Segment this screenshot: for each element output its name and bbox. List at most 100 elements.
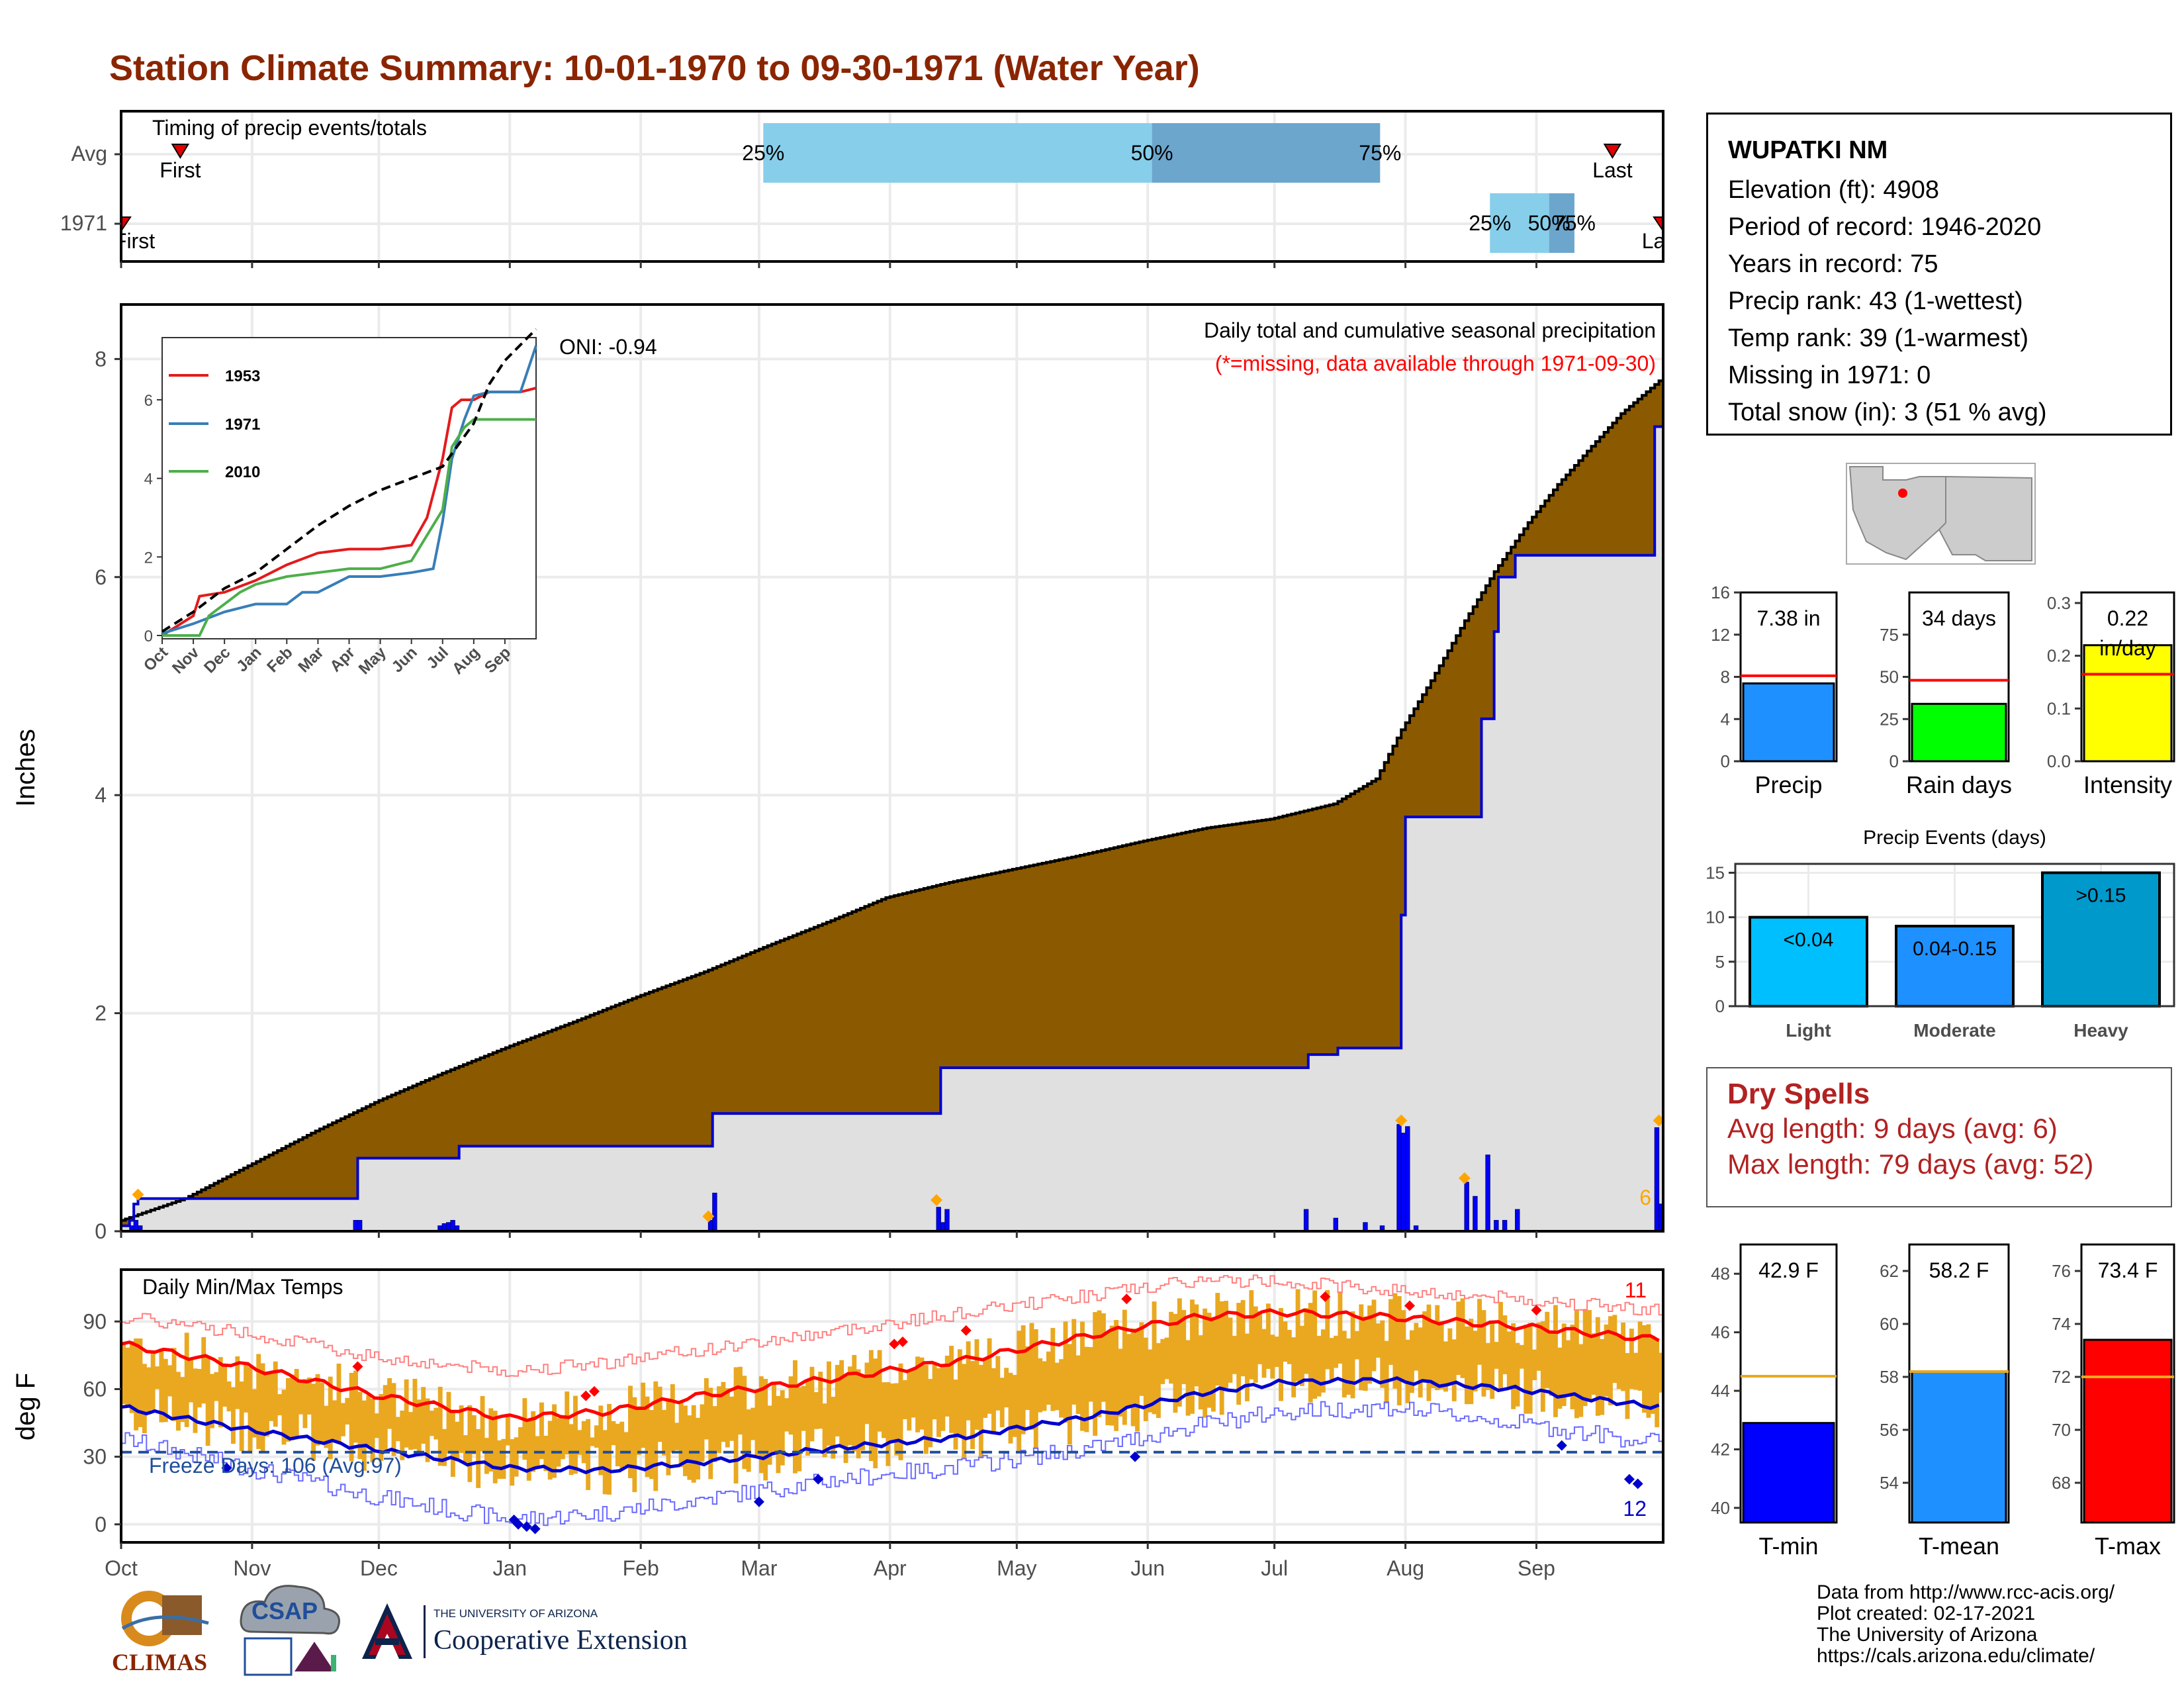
intensity-bar-chart-ytick-label: 0.0 — [2047, 751, 2071, 771]
daily-temp-bar — [1274, 1336, 1279, 1368]
daily-temp-bar — [1228, 1317, 1233, 1383]
credit-url: https://cals.arizona.edu/climate/ — [1817, 1645, 2095, 1667]
daily-temp-bar — [1177, 1298, 1182, 1407]
timing-row-year: 1971 — [60, 211, 107, 235]
daily-temp-bar — [180, 1377, 185, 1423]
station-precip-rank: Precip rank: 43 (1-wettest) — [1728, 287, 2023, 315]
raindays-bar-chart-ytick-label: 25 — [1880, 709, 1899, 729]
daily-temp-bar — [1101, 1313, 1106, 1402]
daily-precip-bar — [1473, 1196, 1478, 1232]
daily-temp-bar — [1304, 1308, 1309, 1374]
record-high-marker — [960, 1325, 972, 1336]
tmean-bar-chart-ytick-label: 60 — [1880, 1314, 1899, 1334]
precip-subtitle: (*=missing, data available through 1971-… — [1215, 352, 1656, 375]
daily-temp-bar — [1198, 1335, 1203, 1410]
tmax-bar-chart-ytick-label: 72 — [2052, 1367, 2071, 1387]
events-ytick-label: 15 — [1706, 863, 1725, 882]
daily-temp-bar — [1566, 1340, 1571, 1397]
daily-temp-bar — [932, 1364, 937, 1420]
tmin-bar-chart-value-label: 42.9 F — [1758, 1258, 1819, 1282]
daily-temp-bar — [336, 1363, 341, 1443]
daily-temp-bar — [1210, 1317, 1216, 1412]
daily-temp-bar — [1038, 1358, 1043, 1413]
daily-temp-bar — [1139, 1322, 1144, 1396]
station-location-marker — [1898, 489, 1907, 498]
credit-plot-created: Plot created: 02-17-2021 — [1817, 1603, 2036, 1624]
daily-precip-bar — [353, 1220, 358, 1232]
daily-temp-bar — [463, 1435, 468, 1462]
daily-precip-bar — [1502, 1220, 1508, 1232]
record-high-marker — [1121, 1293, 1132, 1305]
climas-logo: CLIMAS — [109, 1582, 215, 1681]
daily-temp-bar — [366, 1395, 371, 1446]
daily-temp-bar — [868, 1350, 874, 1462]
events-ytick-label: 5 — [1715, 952, 1725, 972]
precip-ytick-label: 4 — [95, 783, 107, 807]
daily-temp-bar — [1469, 1319, 1474, 1405]
temp-title: Daily Min/Max Temps — [142, 1275, 343, 1299]
daily-temp-bar — [391, 1383, 396, 1456]
precip-title: Daily total and cumulative seasonal prec… — [1204, 318, 1656, 342]
daily-temp-bar — [531, 1411, 536, 1472]
tmin-bar-chart: 40 42 44 46 48 42.9 F T-min — [1711, 1243, 1838, 1560]
daily-temp-bar — [412, 1378, 418, 1450]
timing-obs-first-label: First — [114, 229, 155, 253]
daily-temp-bar — [1355, 1331, 1359, 1360]
daily-temp-bar — [1190, 1299, 1195, 1414]
daily-temp-bar — [1224, 1301, 1228, 1388]
daily-temp-bar — [1295, 1289, 1300, 1382]
daily-temp-bar — [776, 1395, 781, 1474]
daily-temp-bar — [560, 1418, 565, 1460]
oni-label: ONI: -0.94 — [559, 335, 657, 359]
daily-temp-bar — [581, 1421, 586, 1464]
daily-temp-bar — [184, 1333, 189, 1427]
daily-temp-bar — [205, 1356, 210, 1446]
daily-precip-bar — [133, 1220, 139, 1232]
inset-ytick-label: 6 — [144, 392, 153, 410]
location-map — [1846, 463, 2036, 565]
daily-temp-bar — [813, 1392, 819, 1429]
daily-temp-bar — [1143, 1337, 1148, 1421]
daily-temp-bar — [1320, 1329, 1326, 1393]
ua-extension-text: Cooperative Extension — [433, 1625, 688, 1656]
daily-temp-bar — [674, 1423, 680, 1450]
raindays-bar-chart-category-label: Rain days — [1906, 771, 2012, 798]
daily-temp-bar — [700, 1404, 705, 1462]
daily-temp-bar — [1375, 1323, 1381, 1358]
record-low-marker — [1556, 1440, 1567, 1451]
daily-temp-bar — [1316, 1336, 1322, 1397]
daily-temp-bar — [1329, 1338, 1334, 1383]
record-high-marker — [1404, 1300, 1415, 1311]
daily-temp-bar — [784, 1398, 790, 1432]
inset-legend-label: 2010 — [225, 463, 260, 481]
record-high-marker — [1531, 1305, 1542, 1316]
daily-temp-bar — [1114, 1320, 1119, 1431]
daily-temp-bar — [733, 1367, 739, 1484]
tmax-bar-chart-ytick-label: 74 — [2052, 1314, 2071, 1334]
daily-temp-bar — [552, 1404, 557, 1478]
tmax-bar-chart-category-label: T-max — [2095, 1532, 2161, 1560]
inset-line-avg — [161, 328, 537, 633]
precip-obs-area — [121, 426, 1663, 1231]
daily-temp-bar — [1270, 1335, 1275, 1379]
record-high-line — [121, 1274, 1663, 1377]
events-bar-label: >0.15 — [2076, 884, 2126, 906]
daily-temp-bar — [1524, 1325, 1529, 1414]
daily-temp-bar — [1075, 1355, 1081, 1415]
daily-temp-bar — [953, 1380, 958, 1450]
daily-precip-bar — [1494, 1220, 1499, 1232]
daily-temp-bar — [923, 1364, 929, 1454]
daily-temp-bar — [197, 1368, 202, 1408]
timing-avg-last-label: Last — [1592, 158, 1633, 182]
daily-temp-bar — [281, 1389, 287, 1445]
daily-temp-bar — [670, 1384, 675, 1453]
daily-temp-bar — [526, 1419, 531, 1481]
daily-temp-bar — [873, 1358, 878, 1469]
daily-temp-bar — [1046, 1351, 1051, 1405]
timing-obs-last-label: Last — [1642, 229, 1682, 253]
daily-temp-bar — [1126, 1334, 1132, 1407]
events-category-label: Heavy — [2073, 1020, 2128, 1041]
daily-temp-bar — [1308, 1303, 1313, 1403]
intensity-bar-chart-ytick-label: 0.1 — [2047, 698, 2071, 718]
